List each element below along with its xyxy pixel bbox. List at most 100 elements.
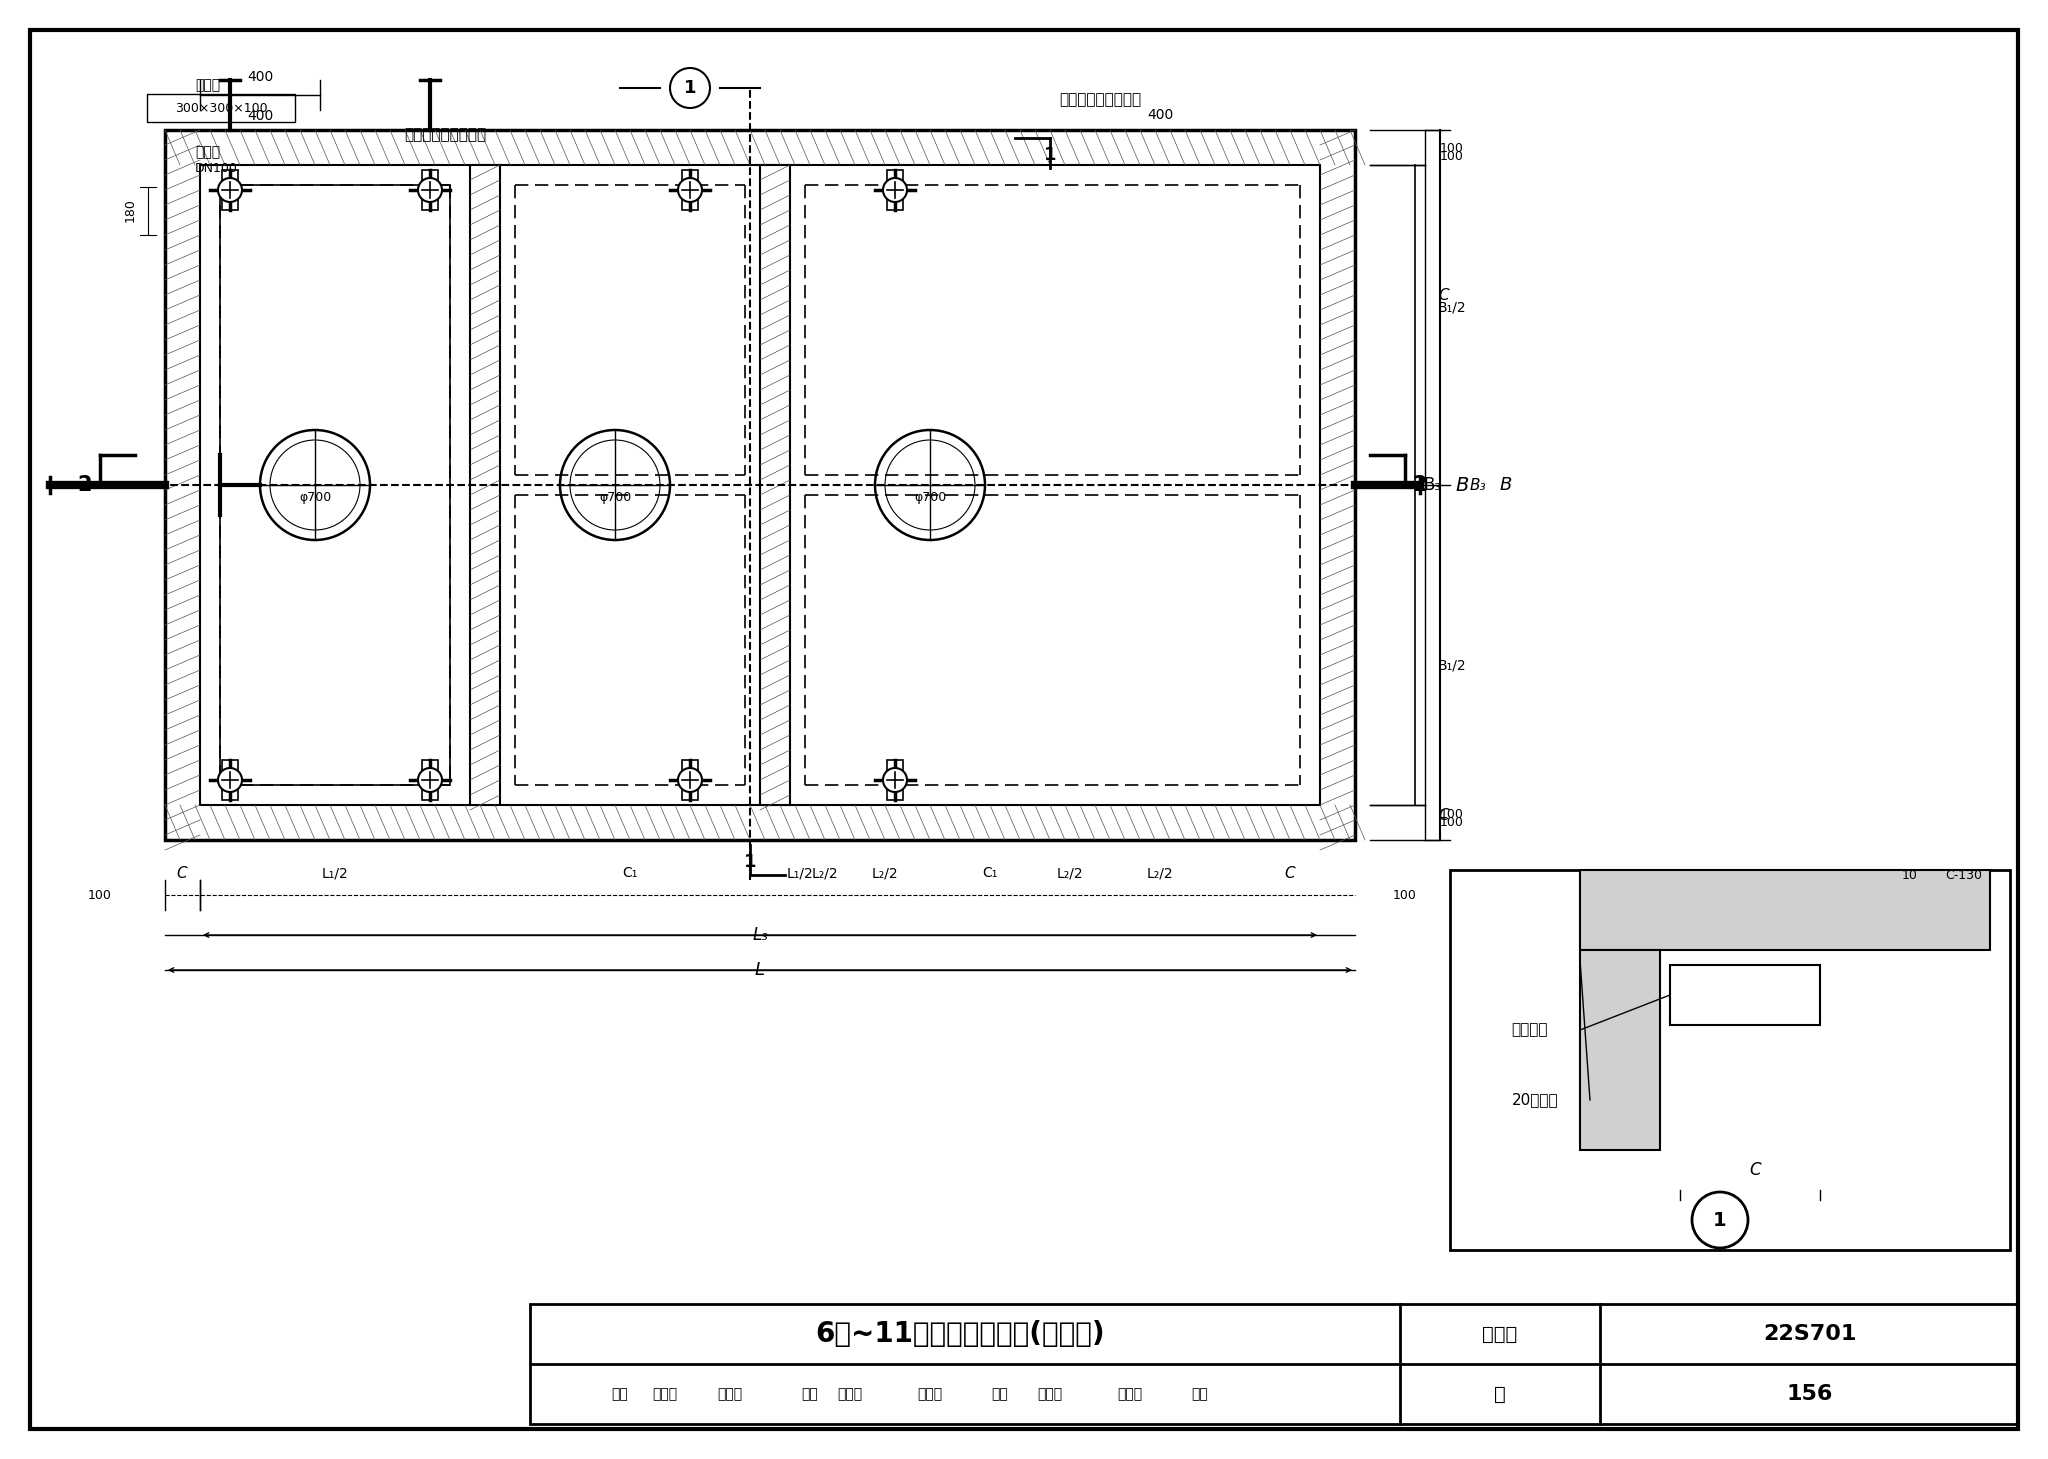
Bar [1450, 870, 2009, 1250]
Text: 审核: 审核 [612, 1388, 629, 1401]
Circle shape [883, 767, 907, 792]
Text: 温艳芳: 温艳芳 [838, 1388, 862, 1401]
Bar [682, 760, 698, 800]
Bar [147, 93, 295, 123]
Text: 进水管三个方向任选: 进水管三个方向任选 [403, 127, 485, 143]
Text: 校对: 校对 [801, 1388, 819, 1401]
Bar [891, 185, 899, 196]
Text: φ700: φ700 [598, 490, 631, 503]
Bar [225, 185, 236, 196]
Text: C₁: C₁ [623, 867, 637, 880]
Bar [887, 171, 903, 210]
Bar [1579, 870, 1991, 950]
Text: L₁/2: L₁/2 [322, 867, 348, 880]
Bar [422, 171, 438, 210]
Text: 温艳芳: 温艳芳 [918, 1388, 942, 1401]
Text: 100: 100 [88, 889, 113, 902]
Text: B₃: B₃ [1470, 477, 1487, 493]
Bar [530, 1304, 2017, 1424]
Bar [682, 171, 698, 210]
Text: 22S701: 22S701 [1763, 1323, 1858, 1344]
Text: 设计: 设计 [991, 1388, 1008, 1401]
Text: L₂/2: L₂/2 [872, 867, 899, 880]
Bar [469, 165, 500, 805]
Text: B₁/2: B₁/2 [1438, 301, 1466, 314]
Bar [891, 775, 899, 785]
Text: 180: 180 [123, 198, 137, 222]
Text: B₃: B₃ [1423, 476, 1442, 495]
Bar [201, 165, 1321, 805]
Bar [219, 185, 451, 785]
Circle shape [217, 178, 242, 201]
Text: L₂/2: L₂/2 [1147, 867, 1174, 880]
Text: C: C [1749, 1161, 1761, 1179]
Text: 图集号: 图集号 [1483, 1325, 1518, 1344]
Text: 出水管三个方向任选: 出水管三个方向任选 [1059, 92, 1141, 108]
Bar [887, 760, 903, 800]
Text: C₁: C₁ [983, 867, 997, 880]
Bar [684, 775, 694, 785]
Text: C: C [1438, 807, 1448, 823]
Text: L₂/2: L₂/2 [1057, 867, 1083, 880]
Text: 20厚座浆: 20厚座浆 [1511, 1093, 1559, 1107]
Bar [225, 775, 236, 785]
Text: 预制盖板: 预制盖板 [1511, 1023, 1548, 1037]
Text: 1: 1 [1044, 146, 1057, 163]
Bar [426, 775, 434, 785]
Bar [426, 185, 434, 196]
Text: 1: 1 [684, 79, 696, 96]
Text: 156: 156 [1786, 1385, 1833, 1404]
Text: 400: 400 [248, 70, 272, 85]
Text: B₁/2: B₁/2 [1438, 658, 1466, 673]
Text: 页: 页 [1495, 1385, 1505, 1404]
Circle shape [678, 178, 702, 201]
Bar [422, 760, 438, 800]
Text: φ700: φ700 [299, 490, 332, 503]
Text: 300×300×100: 300×300×100 [174, 102, 268, 114]
Text: φ700: φ700 [913, 490, 946, 503]
Text: L: L [756, 961, 766, 979]
Text: 6号~11号化粪池平面图(无覆土): 6号~11号化粪池平面图(无覆土) [815, 1320, 1104, 1348]
Text: 1: 1 [743, 854, 756, 871]
Text: 齐播静: 齐播静 [1038, 1388, 1063, 1401]
Text: 稠心级: 稠心级 [717, 1388, 743, 1401]
Text: 100: 100 [1393, 889, 1417, 902]
Text: C: C [176, 865, 186, 880]
Circle shape [217, 767, 242, 792]
Text: C: C [1438, 287, 1448, 302]
Text: 制图: 制图 [1192, 1388, 1208, 1401]
Bar [221, 171, 238, 210]
Text: C-130: C-130 [1946, 868, 1982, 881]
Text: 齐播静: 齐播静 [1118, 1388, 1143, 1401]
Text: 2: 2 [78, 476, 92, 495]
Text: L₃: L₃ [752, 926, 768, 944]
Text: 100: 100 [1440, 816, 1464, 829]
Text: 400: 400 [248, 109, 272, 123]
Circle shape [883, 178, 907, 201]
Text: B: B [1454, 476, 1468, 495]
Circle shape [418, 767, 442, 792]
Bar [166, 130, 1356, 840]
Bar [1579, 950, 1661, 1150]
Bar [221, 760, 238, 800]
Bar [684, 185, 694, 196]
Text: B: B [1499, 476, 1511, 495]
Text: 穆化敏: 穆化敏 [653, 1388, 678, 1401]
Circle shape [678, 767, 702, 792]
Bar [1669, 964, 1821, 1026]
Text: C: C [1284, 865, 1294, 880]
Text: 10: 10 [1903, 868, 1917, 881]
Text: 通气管: 通气管 [195, 144, 219, 159]
Text: L₁/2: L₁/2 [786, 867, 813, 880]
Bar [760, 165, 791, 805]
Text: 100: 100 [1440, 807, 1464, 820]
Text: 100: 100 [1440, 149, 1464, 162]
Text: DN100: DN100 [195, 162, 238, 175]
Text: 400: 400 [1147, 108, 1174, 123]
Text: 100: 100 [1440, 142, 1464, 155]
Text: 1: 1 [1714, 1211, 1726, 1230]
Text: 2: 2 [1413, 476, 1427, 495]
Text: 管支墩: 管支墩 [195, 77, 219, 92]
Circle shape [418, 178, 442, 201]
Text: L₂/2: L₂/2 [811, 867, 838, 880]
